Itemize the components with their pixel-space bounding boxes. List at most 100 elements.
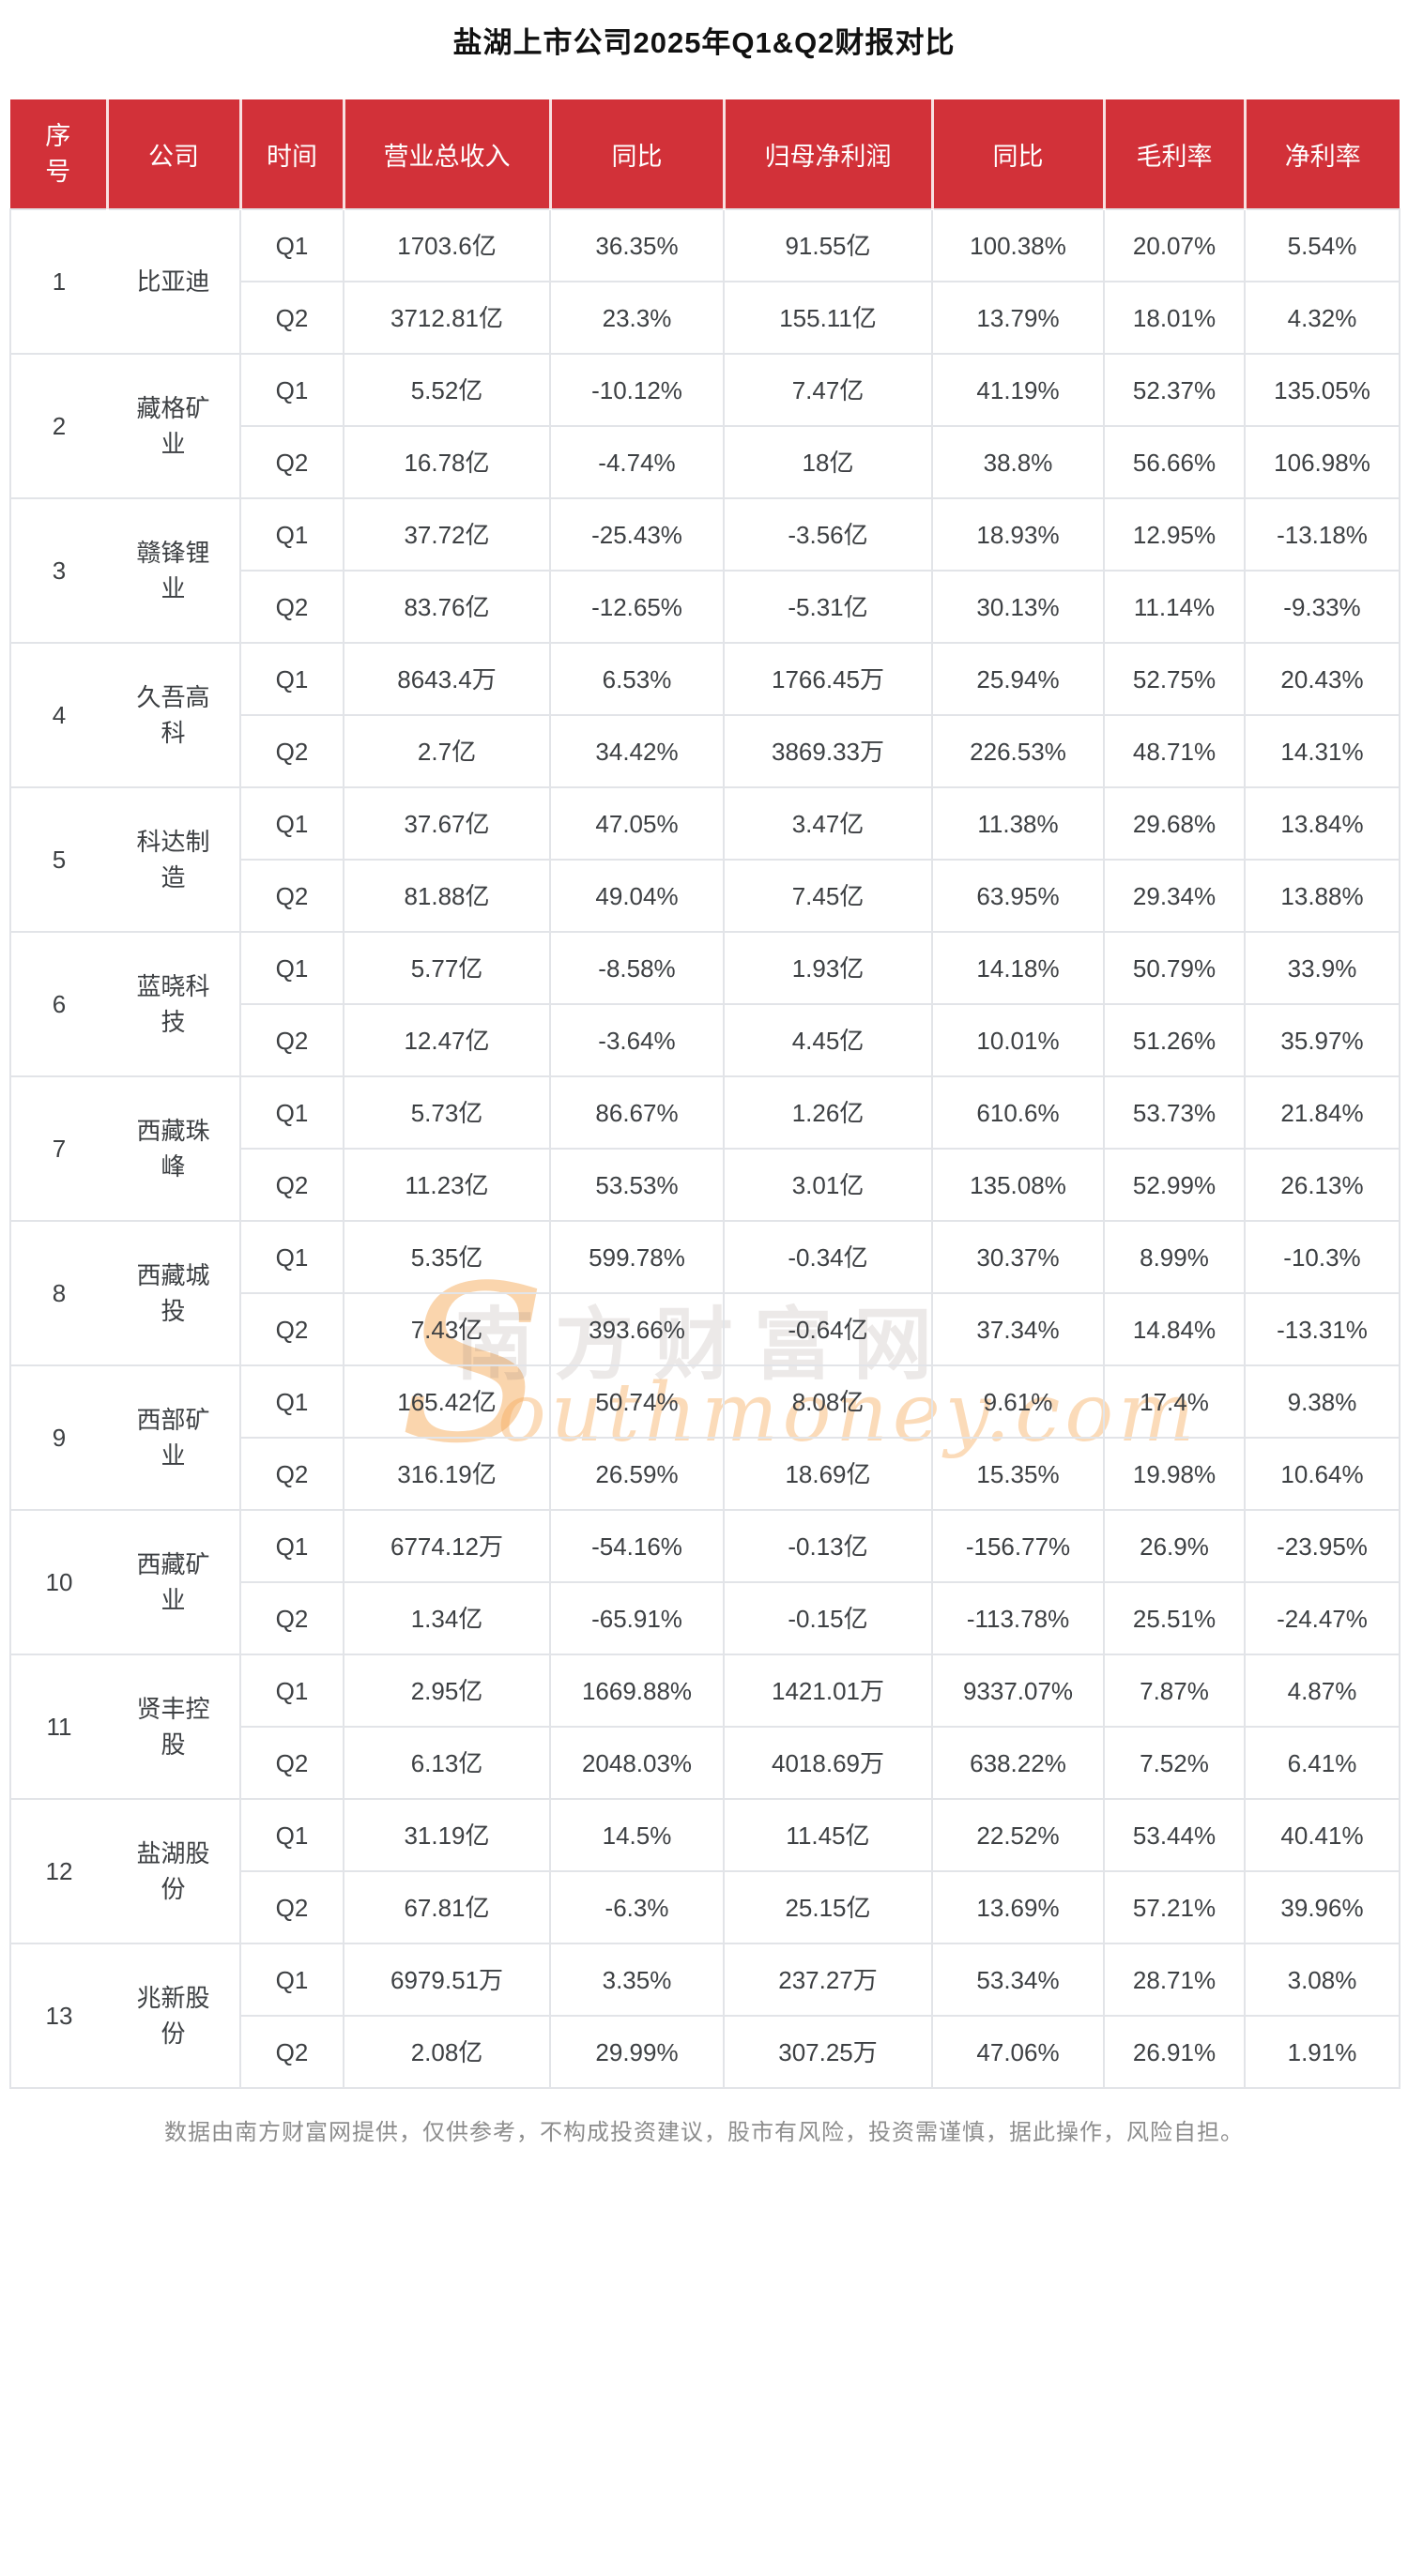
cell-revenue: 2.95亿 [343,1654,551,1728]
cell-profit-yoy: 610.6% [931,1075,1105,1150]
report-table-wrap: S 南方财富网 outhmoney.com 序号 公司 时间 营业总收入 同比 … [9,99,1400,2089]
cell-gross-margin: 25.51% [1103,1581,1246,1655]
col-header-revenue-yoy: 同比 [548,99,724,209]
cell-revenue-yoy: 86.67% [549,1075,725,1150]
cell-period: Q1 [239,1220,344,1294]
cell-index: 4 [9,642,107,788]
table-row: Q2 67.81亿 -6.3% 25.15亿 13.69% 57.21% 39.96% [10,1870,1400,1944]
cell-net-profit: 7.45亿 [723,859,933,933]
cell-period: Q2 [239,425,344,499]
table-row: Q2 11.23亿 53.53% 3.01亿 135.08% 52.99% 26.13% [10,1148,1400,1222]
cell-period: Q1 [239,497,344,572]
cell-net-margin: -10.3% [1244,1220,1400,1294]
cell-profit-yoy: 9.61% [931,1364,1105,1439]
cell-period: Q1 [239,1654,344,1728]
cell-net-margin: 106.98% [1244,425,1400,499]
cell-revenue-yoy: -12.65% [549,570,725,644]
cell-period: Q2 [239,1003,344,1077]
cell-net-margin: 26.13% [1244,1148,1400,1222]
cell-net-profit: 307.25万 [723,2015,933,2089]
cell-profit-yoy: -113.78% [931,1581,1105,1655]
cell-revenue: 1.34亿 [343,1581,551,1655]
cell-net-profit: 237.27万 [723,1943,933,2017]
cell-period: Q1 [239,208,344,282]
company-name: 比亚迪 [136,267,210,296]
cell-revenue-yoy: 3.35% [549,1943,725,2017]
cell-net-profit: -0.15亿 [723,1581,933,1655]
table-row: 1 比亚迪 Q1 1703.6亿 36.35% 91.55亿 100.38% 20.07% 5.… [9,208,1400,355]
cell-net-profit: -0.64亿 [723,1292,933,1366]
cell-index: 11 [9,1654,107,1800]
cell-company: 赣锋锂业 [107,497,241,644]
cell-profit-yoy: 38.8% [931,425,1105,499]
cell-net-profit: 4018.69万 [723,1726,933,1800]
cell-net-profit: 11.45亿 [723,1798,933,1872]
company-name: 久吾高科 [136,683,210,747]
cell-revenue-yoy: 6.53% [549,642,725,716]
cell-net-profit: 1.93亿 [723,931,933,1005]
table-row: 3 赣锋锂业 Q1 37.72亿 -25.43% -3.56亿 18.93% 12.95% -1… [9,497,1400,644]
cell-revenue-yoy: 23.3% [549,281,725,355]
cell-net-margin: 21.84% [1244,1075,1400,1150]
table-row: Q2 2.7亿 34.42% 3869.33万 226.53% 48.71% 14.31% [10,714,1400,788]
table-row: 9 西部矿业 Q1 165.42亿 50.74% 8.08亿 9.61% 17.4% 9.38% [9,1364,1400,1511]
cell-revenue: 3712.81亿 [343,281,551,355]
cell-company: 盐湖股份 [107,1798,241,1944]
cell-gross-margin: 56.66% [1103,425,1246,499]
cell-profit-yoy: 13.79% [931,281,1105,355]
table-row: Q2 6.13亿 2048.03% 4018.69万 638.22% 7.52% 6.41% [10,1726,1400,1800]
cell-revenue: 8643.4万 [343,642,551,716]
cell-net-profit: 18亿 [723,425,933,499]
cell-company: 科达制造 [107,786,241,933]
cell-revenue: 83.76亿 [343,570,551,644]
cell-profit-yoy: -156.77% [931,1509,1105,1583]
cell-period: Q2 [239,1581,344,1655]
cell-revenue: 165.42亿 [343,1364,551,1439]
cell-gross-margin: 53.73% [1103,1075,1246,1150]
cell-gross-margin: 57.21% [1103,1870,1246,1944]
cell-net-margin: 1.91% [1244,2015,1400,2089]
table-row: Q2 16.78亿 -4.74% 18亿 38.8% 56.66% 106.98% [10,425,1400,499]
cell-net-margin: 33.9% [1244,931,1400,1005]
cell-profit-yoy: 41.19% [931,353,1105,427]
page-title: 盐湖上市公司2025年Q1&Q2财报对比 [452,26,956,59]
table-row: 12 盐湖股份 Q1 31.19亿 14.5% 11.45亿 22.52% 53.44% 40.… [9,1798,1400,1944]
header-row: 序号 公司 时间 营业总收入 同比 归母净利润 同比 毛利率 净利率 [10,99,1400,209]
cell-profit-yoy: 14.18% [931,931,1105,1005]
cell-net-margin: 9.38% [1244,1364,1400,1439]
cell-revenue: 316.19亿 [343,1437,551,1511]
cell-gross-margin: 26.9% [1103,1509,1246,1583]
cell-net-profit: 8.08亿 [723,1364,933,1439]
cell-gross-margin: 50.79% [1103,931,1246,1005]
table-row: Q2 7.43亿 393.66% -0.64亿 37.34% 14.84% -13.31% [10,1292,1400,1366]
cell-profit-yoy: 638.22% [931,1726,1105,1800]
cell-period: Q1 [239,1075,344,1150]
cell-gross-margin: 8.99% [1103,1220,1246,1294]
cell-index: 12 [9,1798,107,1944]
cell-index: 6 [9,931,107,1077]
col-header-net-margin: 净利率 [1243,99,1400,209]
cell-revenue-yoy: 53.53% [549,1148,725,1222]
col-header-profit-yoy: 同比 [930,99,1104,209]
cell-revenue-yoy: 14.5% [549,1798,725,1872]
cell-revenue-yoy: 36.35% [549,208,725,282]
cell-profit-yoy: 11.38% [931,786,1105,861]
cell-profit-yoy: 100.38% [931,208,1105,282]
cell-company: 兆新股份 [107,1943,241,2089]
cell-net-margin: 13.88% [1244,859,1400,933]
cell-gross-margin: 28.71% [1103,1943,1246,2017]
cell-revenue: 1703.6亿 [343,208,551,282]
cell-gross-margin: 12.95% [1103,497,1246,572]
cell-net-margin: -24.47% [1244,1581,1400,1655]
cell-period: Q2 [239,1437,344,1511]
cell-index: 10 [9,1509,107,1655]
disclaimer: 数据由南方财富网提供，仅供参考，不构成投资建议，股市有风险，投资需谨慎，据此操作… [164,2120,1244,2145]
cell-period: Q2 [239,2015,344,2089]
cell-company: 蓝晓科技 [107,931,241,1077]
cell-revenue-yoy: -10.12% [549,353,725,427]
cell-period: Q2 [239,570,344,644]
cell-revenue: 6.13亿 [343,1726,551,1800]
cell-revenue: 2.08亿 [343,2015,551,2089]
cell-revenue-yoy: -3.64% [549,1003,725,1077]
